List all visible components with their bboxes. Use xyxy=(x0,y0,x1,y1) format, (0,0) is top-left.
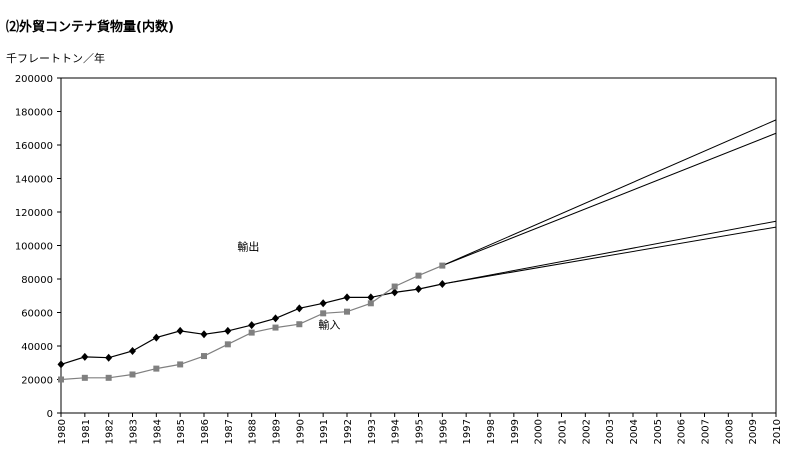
diamond-marker xyxy=(415,285,422,294)
projection-line xyxy=(442,226,777,285)
square-marker xyxy=(153,365,160,372)
square-marker xyxy=(105,374,112,381)
projection-line xyxy=(442,220,777,285)
x-tick-label: 2008 xyxy=(724,419,735,444)
x-tick-label: 1985 xyxy=(176,419,187,444)
square-marker xyxy=(367,300,374,307)
diamond-marker xyxy=(200,330,208,339)
x-tick-label: 2004 xyxy=(629,419,640,444)
y-axis-unit-label: 千フレートトン／年 xyxy=(6,52,105,65)
diamond-marker xyxy=(319,299,327,308)
chart-title: ⑵外貿コンテナ貨物量(内数) xyxy=(6,20,174,35)
x-tick-label: 1980 xyxy=(57,419,68,444)
diamond-marker xyxy=(248,321,256,330)
y-tick-label: 180000 xyxy=(15,108,53,119)
diamond-marker xyxy=(295,304,303,313)
y-tick-label: 60000 xyxy=(21,309,53,320)
x-tick-label: 1981 xyxy=(81,419,92,444)
square-marker xyxy=(177,361,184,368)
square-marker xyxy=(129,371,136,378)
diamond-marker xyxy=(57,360,65,369)
x-tick-label: 1998 xyxy=(486,419,497,444)
diamond-marker xyxy=(343,293,351,302)
square-marker xyxy=(296,321,303,328)
y-tick-labels: 0 20000 40000 60000 80000 100000 120000 140000 1… xyxy=(15,74,53,420)
diamond-marker xyxy=(367,293,375,302)
series-markers xyxy=(57,262,446,383)
x-tick-label: 1997 xyxy=(462,419,473,444)
x-tick-labels: 1980 1981 1982 1983 1984 1985 1986 1987 1988 1989… xyxy=(57,419,783,444)
x-tick-label: 1990 xyxy=(295,419,306,444)
square-marker xyxy=(224,341,231,348)
square-marker xyxy=(439,262,446,269)
x-tick-label: 2010 xyxy=(772,419,783,444)
diamond-marker xyxy=(105,353,113,362)
y-tick-label: 120000 xyxy=(15,208,53,219)
square-marker xyxy=(272,324,279,331)
square-marker xyxy=(320,310,327,317)
square-marker xyxy=(391,283,398,290)
square-marker xyxy=(58,376,64,383)
square-marker xyxy=(248,329,255,336)
y-tick-label: 200000 xyxy=(15,74,53,85)
x-tick-label: 2001 xyxy=(558,419,569,444)
diamond-marker xyxy=(81,352,89,361)
x-tick-label: 1993 xyxy=(367,419,378,444)
x-tick-label: 1996 xyxy=(438,419,449,444)
x-tick-label: 1983 xyxy=(129,419,140,444)
projection-line xyxy=(442,132,777,267)
y-tick-label: 20000 xyxy=(21,376,53,387)
diamond-marker xyxy=(391,288,399,297)
square-marker xyxy=(415,272,422,279)
square-marker xyxy=(81,374,88,381)
projection-line xyxy=(442,119,777,267)
y-tick-label: 80000 xyxy=(21,275,53,286)
x-tick-label: 2009 xyxy=(748,419,759,444)
axes xyxy=(57,77,777,417)
x-tick-label: 2005 xyxy=(653,419,664,444)
diamond-marker xyxy=(176,326,184,335)
x-tick-label: 1994 xyxy=(391,419,402,444)
diamond-marker xyxy=(438,280,446,289)
x-tick-label: 2003 xyxy=(605,419,616,444)
x-tick-label: 2002 xyxy=(581,419,592,444)
x-tick-label: 1984 xyxy=(152,419,163,444)
x-tick-label: 1987 xyxy=(224,419,235,444)
y-tick-label: 100000 xyxy=(15,242,53,253)
diamond-marker xyxy=(152,333,160,342)
y-tick-label: 0 xyxy=(47,409,53,420)
diamond-marker xyxy=(272,314,279,323)
square-marker xyxy=(201,353,207,360)
x-tick-label: 2007 xyxy=(701,419,712,444)
x-tick-label: 1992 xyxy=(343,419,354,444)
x-tick-label: 1982 xyxy=(105,419,116,444)
series-annotation-label: 輸入 xyxy=(318,317,340,331)
x-tick-label: 1995 xyxy=(415,419,426,444)
diamond-marker xyxy=(129,347,136,356)
square-marker xyxy=(344,308,350,315)
series-annotation-label: 輸出 xyxy=(237,240,259,254)
x-tick-label: 1988 xyxy=(248,419,259,444)
diamond-marker xyxy=(224,326,232,335)
x-tick-label: 2000 xyxy=(534,419,545,444)
x-tick-label: 1989 xyxy=(272,419,283,444)
y-tick-label: 160000 xyxy=(15,141,53,152)
x-tick-label: 2006 xyxy=(677,419,688,444)
projection-lines xyxy=(442,119,777,285)
y-tick-label: 40000 xyxy=(21,342,53,353)
x-tick-label: 1991 xyxy=(319,419,330,444)
x-tick-label: 1986 xyxy=(200,419,211,444)
x-tick-label: 1999 xyxy=(510,419,521,444)
y-tick-label: 140000 xyxy=(15,175,53,186)
